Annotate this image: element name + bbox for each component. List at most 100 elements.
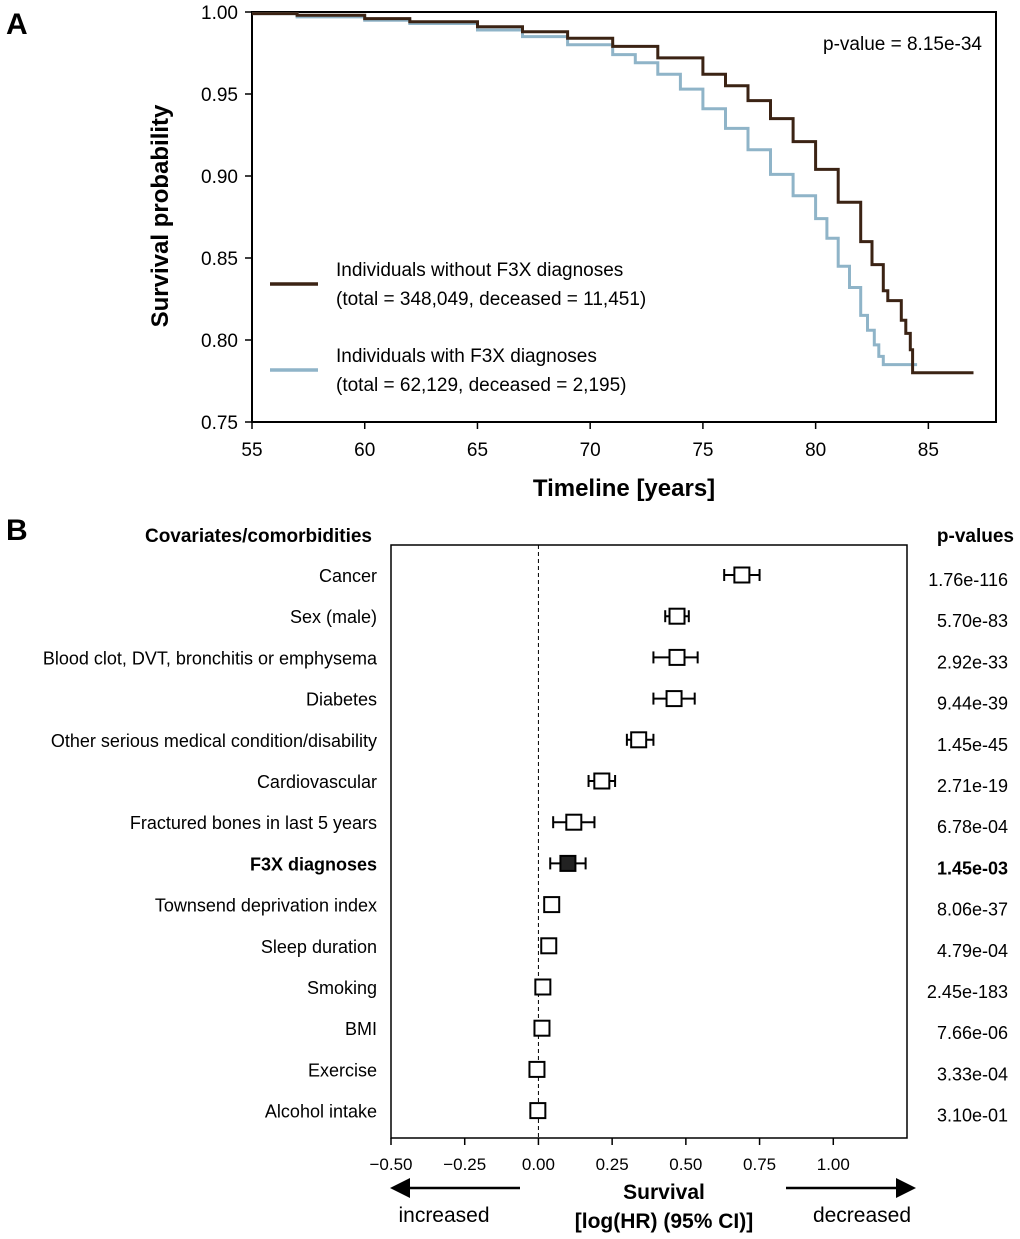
forest-row: Smoking 2.45e-183 <box>307 978 1008 1002</box>
covariate-label: Sleep duration <box>261 937 377 957</box>
estimate-marker <box>529 1102 547 1120</box>
forest-row: BMI 7.66e-06 <box>345 1019 1008 1043</box>
covariate-label: Other serious medical condition/disabili… <box>51 731 377 751</box>
covariate-label: Blood clot, DVT, bronchitis or emphysema <box>43 648 378 668</box>
forest-row: Cardiovascular 2.71e-19 <box>257 772 1008 796</box>
panel-label-b: B <box>6 514 28 547</box>
x-axis-title-b: Survival <box>623 1181 705 1204</box>
legend-label-without: Individuals without F3X diagnoses <box>336 260 623 281</box>
x-tick-label-b: 0.50 <box>669 1155 702 1174</box>
y-tick-label-a: 0.80 <box>201 331 238 352</box>
x-tick-label-a: 60 <box>354 440 375 461</box>
covariate-label: Exercise <box>308 1060 377 1080</box>
x-axis-subtitle-b: [log(HR) (95% CI)] <box>575 1210 753 1233</box>
x-tick-label-a: 70 <box>580 440 601 461</box>
p-value-label: 3.33e-04 <box>937 1064 1008 1084</box>
forest-row: Sex (male) 5.70e-83 <box>290 607 1008 631</box>
panel-label-a: A <box>6 8 28 41</box>
y-tick-label-a: 0.90 <box>201 167 238 188</box>
x-tick-label-a: 75 <box>692 440 713 461</box>
covariate-label: Diabetes <box>306 690 377 710</box>
arrow-increased: increased <box>390 1178 520 1227</box>
x-tick-label-b: 1.00 <box>817 1155 850 1174</box>
p-value-label: 1.45e-45 <box>937 735 1008 755</box>
y-axis-title-a: Survival probability <box>147 104 174 327</box>
covariate-label: Smoking <box>307 978 377 998</box>
estimate-marker <box>593 772 611 790</box>
covariate-label: Townsend deprivation index <box>155 896 377 916</box>
forest-row: Sleep duration 4.79e-04 <box>261 937 1008 961</box>
forest-row: Diabetes 9.44e-39 <box>306 690 1008 714</box>
axis-ticks-a: 55 60 65 70 75 80 85 0.75 0.80 0.85 0.90 0.95 1.00 <box>201 3 939 461</box>
arrow-left-label: increased <box>398 1204 489 1227</box>
arrow-right-label: decreased <box>813 1204 911 1227</box>
x-tick-label-a: 85 <box>918 440 939 461</box>
covariates-header: Covariates/comorbidities <box>145 526 372 547</box>
x-tick-label-b: 0.25 <box>596 1155 629 1174</box>
covariate-label: Fractured bones in last 5 years <box>130 813 377 833</box>
forest-row: Fractured bones in last 5 years 6.78e-04 <box>130 813 1008 837</box>
forest-plot: Covariates/comorbidities p-values −0.50−… <box>43 526 1014 1233</box>
x-tick-label-a: 55 <box>241 440 262 461</box>
estimate-marker <box>668 607 686 625</box>
curve-with-f3x <box>252 12 918 367</box>
p-value-label: 2.71e-19 <box>937 776 1008 796</box>
p-value-label: 2.92e-33 <box>937 652 1008 672</box>
legend-label-with: Individuals with F3X diagnoses <box>336 346 597 367</box>
p-value-label: 6.78e-04 <box>937 817 1008 837</box>
arrow-decreased: decreased <box>786 1178 916 1227</box>
x-tick-label-a: 65 <box>467 440 488 461</box>
covariate-label: Alcohol intake <box>265 1102 377 1122</box>
x-tick-label-a: 80 <box>805 440 826 461</box>
survival-curves <box>252 12 974 375</box>
estimate-marker <box>565 813 583 831</box>
forest-rows: Cancer 1.76e-116 Sex (male) 5.70e-83 Blood c… <box>43 566 1008 1126</box>
plot-frame-a <box>251 11 997 423</box>
y-tick-label-a: 1.00 <box>201 3 238 24</box>
p-value-label: 3.10e-01 <box>937 1106 1008 1126</box>
x-tick-label-b: 0.00 <box>522 1155 555 1174</box>
estimate-marker <box>665 690 683 708</box>
x-tick-label-b: −0.25 <box>443 1155 486 1174</box>
estimate-marker <box>543 896 561 914</box>
forest-row: Cancer 1.76e-116 <box>319 566 1008 590</box>
covariate-label: BMI <box>345 1019 377 1039</box>
legend-detail-without: (total = 348,049, deceased = 11,451) <box>336 289 646 310</box>
p-value-label: 4.79e-04 <box>937 941 1008 961</box>
p-value-label: 1.76e-116 <box>928 570 1008 590</box>
y-tick-label-a: 0.95 <box>201 85 238 106</box>
p-value-label: 5.70e-83 <box>937 611 1008 631</box>
estimate-marker <box>528 1060 546 1078</box>
axis-ticks-b: −0.50 −0.25 0.00 0.25 0.50 0.75 1.00 <box>369 1138 850 1174</box>
p-value-label: 2.45e-183 <box>927 982 1008 1002</box>
y-tick-label-a: 0.85 <box>201 249 238 270</box>
estimate-marker <box>630 731 648 749</box>
estimate-marker <box>559 854 577 872</box>
estimate-marker <box>733 566 751 584</box>
legend: Individuals without F3X diagnoses (total… <box>270 260 646 396</box>
covariate-label: Sex (male) <box>290 607 377 627</box>
forest-row: Exercise 3.33e-04 <box>308 1060 1008 1084</box>
curve-without-f3x <box>252 12 974 375</box>
forest-row: Other serious medical condition/disabili… <box>51 731 1008 755</box>
estimate-marker <box>534 978 552 996</box>
estimate-marker <box>540 937 558 955</box>
p-value-label: 7.66e-06 <box>937 1023 1008 1043</box>
p-value-label: 1.45e-03 <box>937 858 1008 878</box>
forest-row: F3X diagnoses 1.45e-03 <box>250 854 1008 878</box>
x-axis-title-a: Timeline [years] <box>533 475 715 502</box>
arrow-right-head <box>896 1178 916 1198</box>
p-value-annotation: p-value = 8.15e-34 <box>823 34 982 55</box>
x-tick-label-b: 0.75 <box>743 1155 776 1174</box>
covariate-label: F3X diagnoses <box>250 854 377 874</box>
covariate-label: Cardiovascular <box>257 772 377 792</box>
arrow-left-head <box>390 1178 410 1198</box>
p-value-label: 8.06e-37 <box>937 900 1008 920</box>
legend-detail-with: (total = 62,129, deceased = 2,195) <box>336 375 627 396</box>
y-tick-label-a: 0.75 <box>201 413 238 434</box>
estimate-marker <box>668 648 686 666</box>
survival-curve-chart: 55 60 65 70 75 80 85 0.75 0.80 0.85 0.90 0.95 1.00 p… <box>147 3 997 502</box>
p-values-header: p-values <box>937 526 1014 547</box>
x-tick-label-b: −0.50 <box>369 1155 412 1174</box>
